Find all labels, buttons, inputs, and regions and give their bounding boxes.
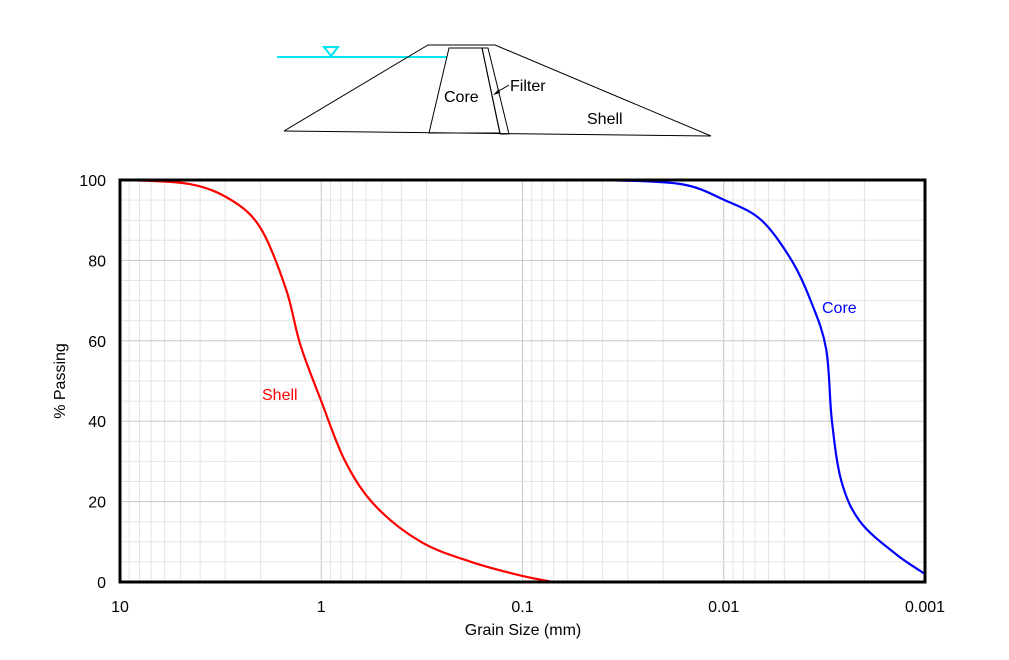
shell-curve [125, 178, 554, 584]
y-axis-ticks: 0 20 40 60 80 100 [79, 173, 106, 592]
x-tick-label: 0.1 [511, 599, 533, 616]
y-tick-label: 80 [88, 253, 106, 270]
x-tick-label: 0.001 [905, 599, 945, 616]
filter-arrowhead-icon [493, 89, 500, 95]
y-axis-label: % Passing [52, 343, 69, 419]
filter-zone [481, 47, 510, 135]
shell-curve-label: Shell [262, 387, 298, 404]
y-tick-label: 0 [97, 575, 106, 592]
y-tick-label: 60 [88, 334, 106, 351]
water-level-triangle-icon [321, 46, 341, 58]
chart-curves [125, 178, 926, 584]
core-curve [602, 178, 926, 575]
dam-outline [283, 44, 712, 137]
shell-label-diagram: Shell [587, 111, 623, 128]
chart-grid [120, 179, 926, 583]
x-axis-label: Grain Size (mm) [465, 622, 581, 639]
core-label: Core [444, 89, 479, 106]
x-tick-label: 0.01 [708, 599, 739, 616]
filter-label: Filter [510, 78, 546, 95]
plot-frame [118, 178, 927, 584]
x-tick-label: 1 [317, 599, 326, 616]
core-curve-label: Core [822, 300, 857, 317]
dam-cross-section-diagram: Core Filter Shell [277, 44, 712, 137]
y-tick-label: 20 [88, 495, 106, 512]
y-tick-label: 100 [79, 173, 106, 190]
x-tick-label: 10 [111, 599, 129, 616]
y-tick-label: 40 [88, 414, 106, 431]
x-axis-ticks: 10 1 0.1 0.01 0.001 [111, 599, 945, 616]
